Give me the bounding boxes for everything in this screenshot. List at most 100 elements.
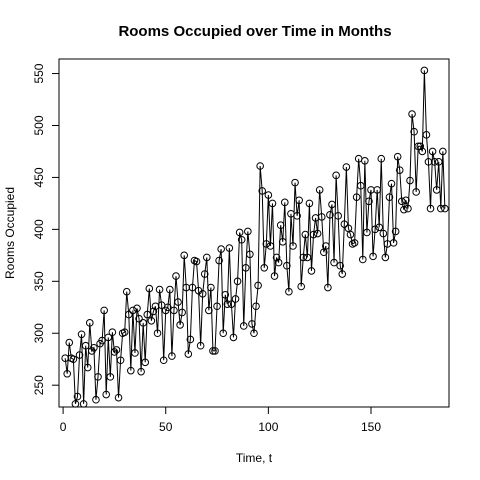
data-point <box>391 227 400 236</box>
data-point <box>207 283 215 292</box>
data-point <box>418 147 427 156</box>
data-point <box>303 253 312 262</box>
data-point <box>244 227 252 236</box>
data-point <box>141 358 150 367</box>
data-point <box>301 230 310 239</box>
data-point <box>127 366 135 375</box>
chart-title: Rooms Occupied over Time in Months <box>118 23 391 40</box>
data-point <box>229 333 238 342</box>
data-point <box>250 329 258 338</box>
data-point <box>163 303 172 312</box>
data-point <box>258 187 267 195</box>
data-point <box>358 255 367 264</box>
data-point <box>430 158 439 166</box>
data-point <box>104 333 113 342</box>
data-point <box>241 264 250 272</box>
data-point <box>313 229 322 238</box>
data-point <box>410 127 418 136</box>
data-point <box>322 242 330 250</box>
data-point <box>262 240 271 248</box>
data-point <box>408 110 416 118</box>
data-point <box>209 347 217 355</box>
data-point <box>315 186 324 194</box>
data-point <box>202 253 211 262</box>
data-point <box>248 320 256 328</box>
data-point <box>375 223 384 232</box>
data-point <box>120 328 129 337</box>
x-axis-label: Time, t <box>236 451 273 465</box>
x-tick-label: 50 <box>159 420 173 434</box>
data-point <box>326 211 334 219</box>
data-point <box>168 352 176 360</box>
data-point <box>254 281 262 290</box>
data-point <box>129 306 137 315</box>
data-point <box>371 225 379 234</box>
y-axis-label: Rooms Occupied <box>3 187 17 279</box>
data-point <box>98 336 106 345</box>
data-point <box>393 152 402 161</box>
data-point <box>434 158 443 166</box>
data-point <box>108 328 117 337</box>
data-point <box>432 186 441 194</box>
data-point <box>387 179 396 188</box>
data-point <box>346 230 355 239</box>
data-point <box>149 307 158 316</box>
data-point <box>280 198 289 207</box>
data-point <box>369 252 377 261</box>
data-point <box>213 302 221 311</box>
data-point <box>406 176 414 185</box>
data-point <box>389 239 398 247</box>
data-point <box>436 204 445 213</box>
y-tick-label: 250 <box>32 375 46 395</box>
data-point <box>233 277 242 286</box>
data-point <box>283 261 291 270</box>
data-point <box>188 283 197 292</box>
data-point <box>159 356 168 365</box>
x-tick-label: 100 <box>258 420 278 434</box>
data-point <box>402 196 410 205</box>
data-point <box>73 392 82 401</box>
data-point <box>260 264 269 272</box>
data-point <box>223 300 232 308</box>
data-point <box>377 154 386 163</box>
y-tick-label: 400 <box>32 219 46 239</box>
data-point <box>404 204 412 213</box>
y-tick-label: 550 <box>32 63 46 83</box>
data-point <box>420 66 429 75</box>
data-point <box>293 212 301 220</box>
data-point <box>77 330 86 339</box>
data-point <box>356 181 365 190</box>
y-axis: 250 300 350 400 450 500 550 <box>32 63 60 395</box>
data-point <box>196 341 205 350</box>
data-point <box>363 228 371 237</box>
data-point <box>324 283 332 292</box>
data-point <box>75 351 84 359</box>
data-point <box>416 142 425 151</box>
data-point <box>124 310 133 319</box>
data-point <box>239 322 248 330</box>
data-point <box>205 306 213 315</box>
data-point <box>122 287 131 296</box>
data-point <box>299 253 308 262</box>
data-point <box>102 390 111 399</box>
y-tick-label: 500 <box>32 115 46 135</box>
data-point <box>63 369 72 378</box>
data-point <box>381 253 390 262</box>
y-tick-label: 300 <box>32 323 46 343</box>
data-point <box>264 191 273 199</box>
data-point <box>270 272 279 280</box>
data-point <box>340 220 349 228</box>
x-axis: 0 50 100 150 <box>60 406 381 434</box>
data-point <box>397 197 406 206</box>
data-point <box>176 321 184 329</box>
data-point <box>278 238 287 246</box>
y-tick-label: 450 <box>32 167 46 187</box>
data-point <box>137 367 145 376</box>
data-point <box>414 142 423 151</box>
data-point <box>116 356 125 365</box>
data-point <box>92 395 100 404</box>
data-point <box>65 338 74 347</box>
data-point <box>153 329 162 338</box>
data-point <box>361 157 369 165</box>
x-tick-label: 150 <box>361 420 381 434</box>
